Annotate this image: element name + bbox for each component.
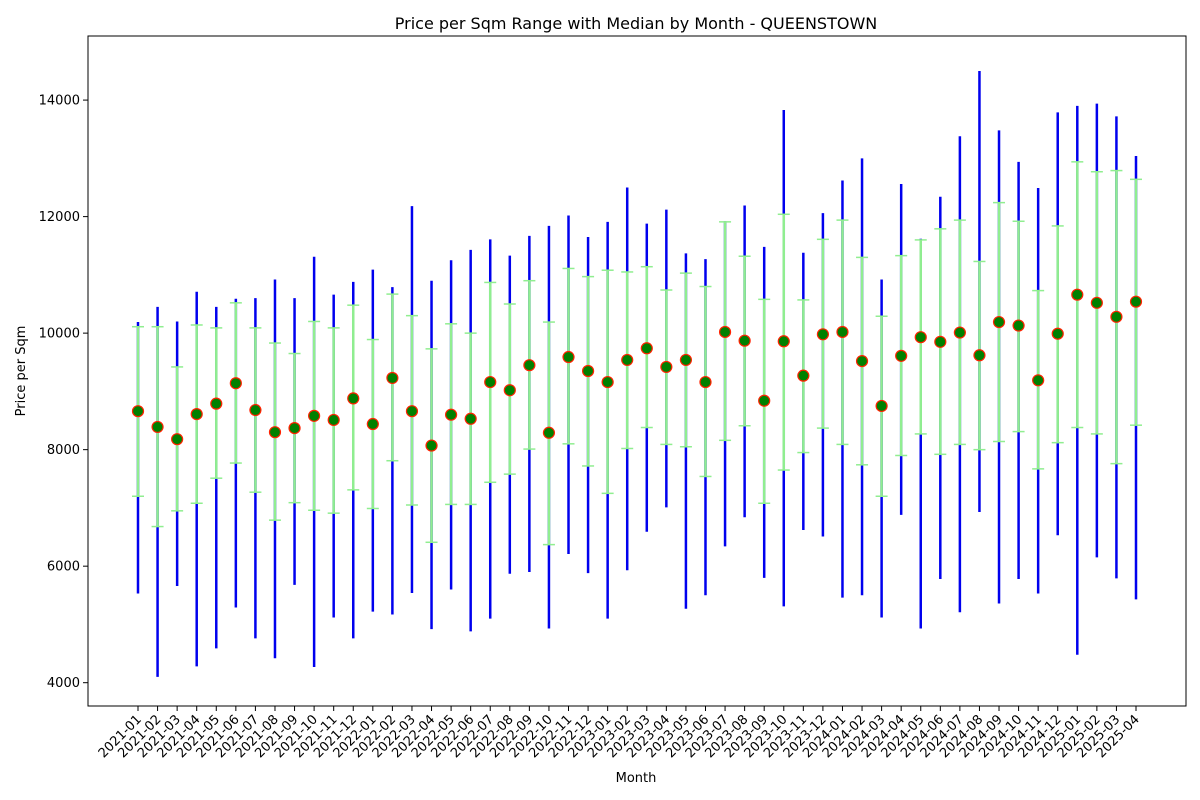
median-point: [934, 335, 947, 348]
median-point: [503, 384, 516, 397]
median-point: [601, 375, 614, 389]
x-axis-label: Month: [616, 771, 657, 786]
y-tick-label: 12000: [39, 210, 80, 225]
y-tick-label: 6000: [47, 560, 80, 575]
median-point: [660, 360, 673, 374]
median-point: [581, 364, 595, 378]
y-axis: 4000 6000 8000 10000 12000 14000: [39, 94, 88, 691]
median-point: [308, 409, 321, 422]
median-point: [131, 405, 145, 418]
median-point: [288, 421, 301, 435]
median-point: [562, 350, 575, 364]
median-point: [249, 403, 262, 417]
median-point: [718, 325, 732, 339]
median-point: [523, 359, 536, 372]
median-point: [1110, 310, 1123, 323]
median-point: [992, 315, 1006, 329]
median-point: [621, 353, 634, 367]
median-point: [875, 399, 888, 413]
x-axis: 2021-012021-022021-032021-042021-052021-…: [96, 706, 1143, 761]
median-point: [895, 349, 908, 362]
median-point: [229, 377, 242, 390]
median-point: [484, 375, 497, 389]
median-point: [1129, 295, 1143, 308]
median-point: [816, 328, 830, 341]
median-point: [210, 397, 223, 410]
median-point: [268, 426, 282, 439]
median-point: [1012, 319, 1025, 332]
chart-title: Price per Sqm Range with Median by Month…: [395, 14, 877, 33]
median-point: [973, 349, 986, 362]
plot-area: [131, 70, 1143, 677]
median-point: [464, 412, 477, 425]
median-point: [190, 408, 203, 421]
median-point: [425, 439, 438, 452]
median-point: [1090, 296, 1103, 309]
y-tick-label: 8000: [47, 443, 80, 458]
median-point: [405, 405, 419, 418]
median-point: [1071, 288, 1084, 301]
median-point: [171, 433, 184, 446]
median-point: [758, 394, 771, 407]
median-point: [327, 413, 340, 427]
median-point: [542, 426, 556, 439]
median-point: [836, 325, 849, 339]
median-point: [699, 375, 712, 389]
y-axis-label: Price per Sqm: [14, 326, 29, 417]
median-point: [777, 335, 790, 348]
median-point: [1051, 327, 1064, 340]
median-point: [444, 408, 458, 421]
median-point: [855, 354, 869, 368]
median-point: [386, 371, 399, 385]
median-point: [366, 417, 379, 431]
median-point: [914, 331, 927, 344]
median-point: [1032, 374, 1045, 387]
y-tick-label: 10000: [39, 327, 80, 342]
median-point: [679, 353, 693, 367]
median-point: [797, 369, 810, 382]
plot-frame: [87, 35, 1187, 707]
median-point: [347, 392, 360, 405]
median-point: [151, 420, 164, 434]
median-point: [953, 326, 966, 339]
median-point: [738, 334, 751, 347]
median-point: [640, 342, 653, 355]
y-tick-label: 4000: [47, 676, 80, 691]
y-tick-label: 14000: [39, 94, 80, 109]
